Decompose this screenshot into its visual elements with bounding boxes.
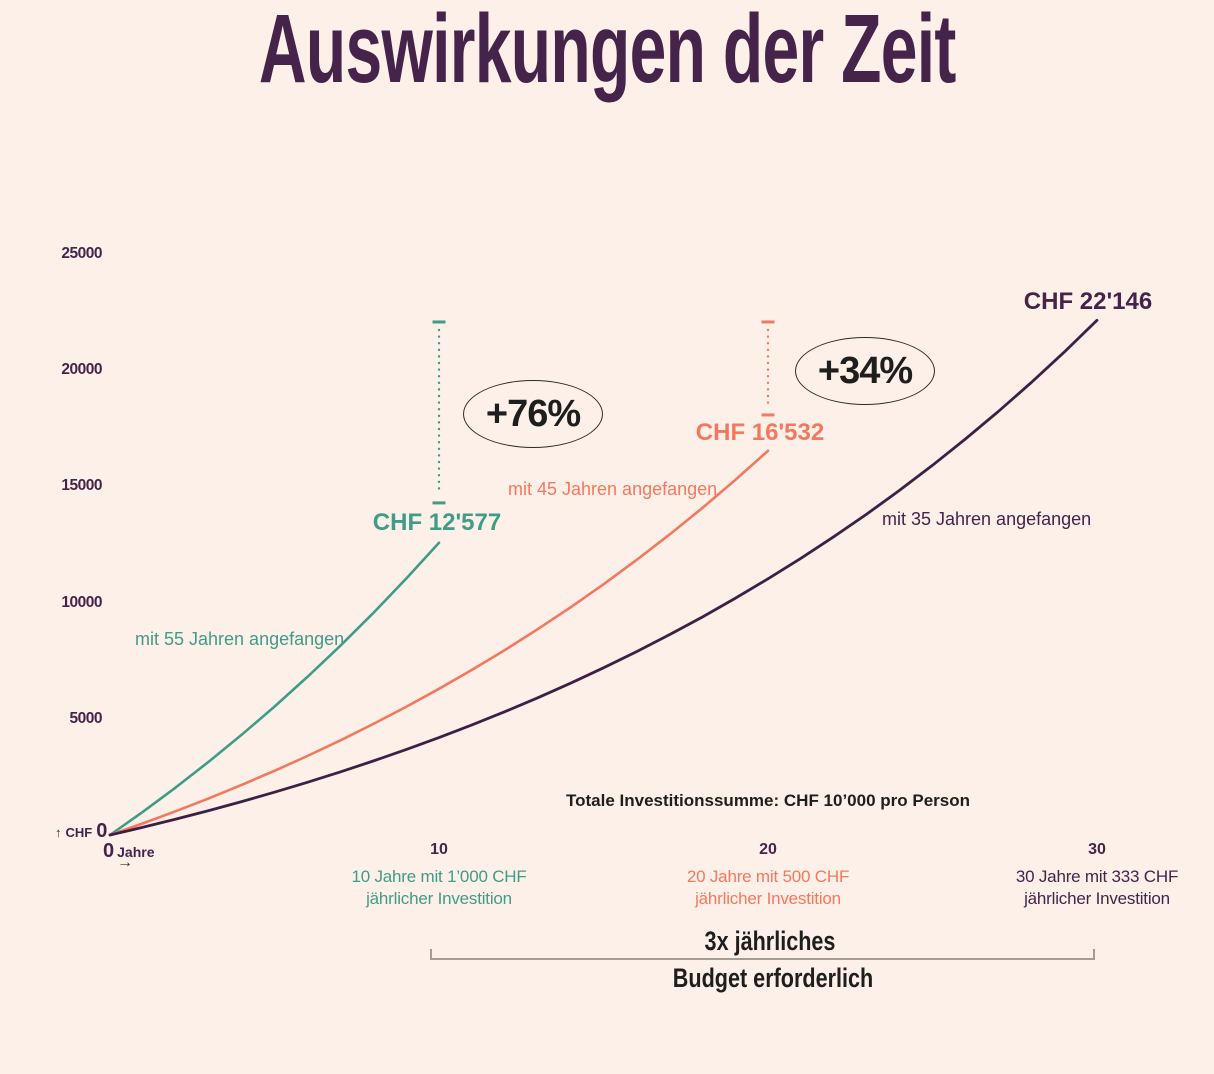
gain-badge-76-label: +76%	[485, 392, 581, 435]
y-tick-5000: 5000	[69, 710, 103, 727]
x-axis-origin: 0 Jahre	[103, 840, 154, 863]
series-line-10y	[108, 541, 441, 837]
bracket-tick-right	[1093, 949, 1095, 958]
x-label-10-years: 10 Jahre mit 1’000 CHF jährlicher Invest…	[351, 866, 526, 910]
x-label-30-line2: jährlicher Investition	[1024, 889, 1170, 908]
x-label-30-line1: 30 Jahre mit 333 CHF	[1015, 867, 1179, 886]
y-tick-15000: 15000	[61, 477, 102, 494]
y-tick-20000: 20000	[61, 361, 102, 378]
x-tick-10: 10	[430, 841, 448, 858]
end-value-22146: CHF 22'146	[1023, 288, 1153, 315]
x-label-30-years: 30 Jahre mit 333 CHF jährlicher Investit…	[1016, 866, 1178, 910]
page-title-wrap: Auswirkungen der Zeit	[0, 0, 1214, 97]
x-label-20-line1: 20 Jahre mit 500 CHF	[686, 867, 850, 886]
x-label-20-line2: jährlicher Investition	[695, 889, 841, 908]
bracket-line	[430, 958, 1095, 960]
x-tick-20: 20	[759, 841, 777, 858]
x-tick-30: 30	[1088, 841, 1106, 858]
bracket-tick-left	[430, 949, 432, 958]
y-axis-zero: 0	[96, 820, 107, 842]
end-value-12577: CHF 12'577	[372, 509, 502, 536]
series-line-30y	[108, 318, 1099, 837]
y-axis-up-arrow-icon: ↑	[55, 825, 62, 840]
page-title: Auswirkungen der Zeit	[258, 0, 956, 103]
series-label-45: mit 45 Jahren angefangen	[508, 479, 718, 499]
gain-badge-34: +34%	[795, 337, 935, 405]
bracket-label-line1-text: 3x jährliches	[704, 926, 836, 956]
x-axis-zero: 0	[103, 840, 114, 862]
y-axis-unit: CHF	[65, 825, 93, 840]
total-investment-note: Totale Investitionssumme: CHF 10’000 pro…	[565, 791, 971, 810]
gain-badge-34-label: +34%	[817, 349, 913, 392]
x-label-20-years: 20 Jahre mit 500 CHF jährlicher Investit…	[687, 866, 849, 910]
x-axis-right-arrow-icon: →	[117, 854, 133, 871]
x-axis-unit: Jahre	[117, 844, 155, 860]
bracket-label-line2: Budget erforderlich	[648, 963, 899, 994]
bracket-label-line1: 3x jährliches	[688, 926, 852, 957]
y-tick-10000: 10000	[61, 594, 102, 611]
gain-badge-76: +76%	[463, 380, 603, 448]
y-tick-25000: 25000	[61, 245, 102, 262]
x-label-10-line1: 10 Jahre mit 1’000 CHF	[351, 867, 527, 886]
series-label-35: mit 35 Jahren angefangen	[882, 509, 1092, 529]
x-label-10-line2: jährlicher Investition	[366, 889, 512, 908]
bracket-label-line2-text: Budget erforderlich	[672, 963, 874, 993]
end-value-16532: CHF 16'532	[695, 419, 825, 446]
series-label-55: mit 55 Jahren angefangen	[135, 629, 345, 649]
y-axis-origin: ↑ CHF 0	[55, 820, 107, 843]
